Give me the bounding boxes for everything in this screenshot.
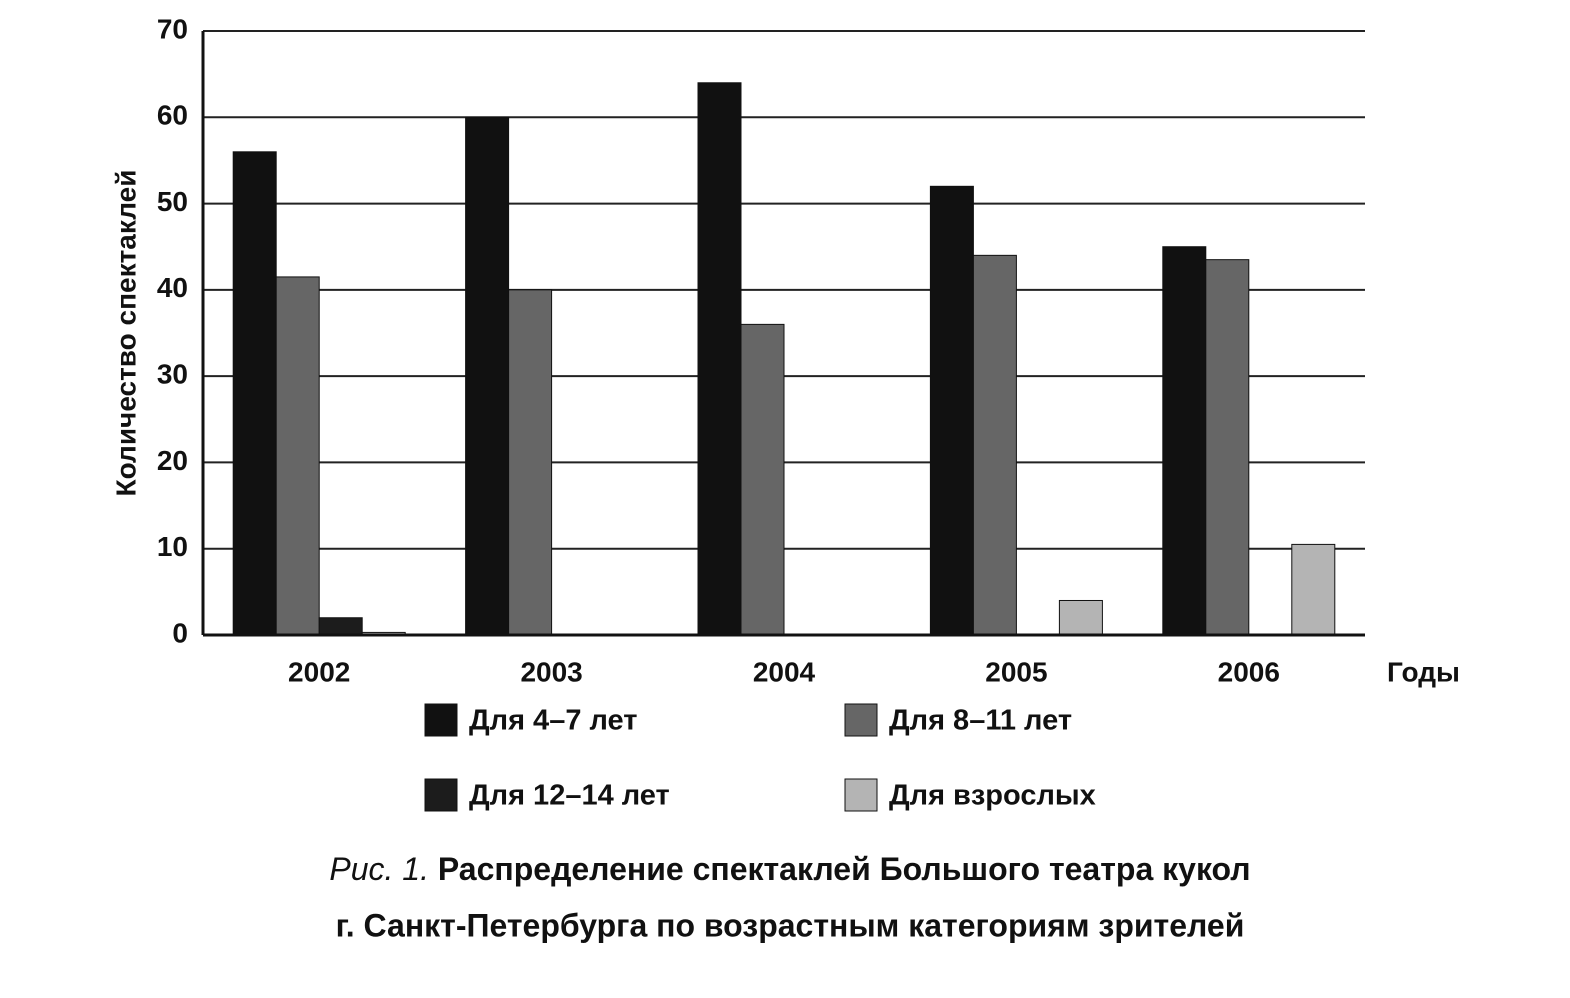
y-tick-label: 0 [172,617,188,648]
legend-swatch [424,778,458,812]
bar [1058,599,1103,636]
bar [697,82,742,636]
legend-label: Для 4–7 лет [469,705,638,737]
y-tick-label: 10 [157,531,188,562]
y-tick-label: 60 [157,100,188,131]
y-tick-label: 50 [157,186,188,217]
y-tick-label: 40 [157,272,188,303]
bar [465,116,510,636]
bar [275,276,320,636]
bar [929,185,974,636]
bar [508,289,553,636]
y-tick-label: 20 [157,445,188,476]
bar [318,617,363,636]
legend-label: Для взрослых [889,780,1096,812]
bar [740,323,785,636]
legend-label: Для 8–11 лет [889,705,1072,737]
x-tick-label: 2002 [288,656,350,687]
caption-line: Рис. 1. Распределение спектаклей Большог… [329,851,1250,887]
x-tick-label: 2003 [520,656,582,687]
x-tick-label: 2004 [753,656,816,687]
y-tick-label: 70 [157,13,188,44]
chart-title: г. Санкт-Петербурга по возрастным катего… [336,907,1245,943]
bar [232,151,277,636]
bar [1162,246,1207,636]
legend-label: Для 12–14 лет [469,780,670,812]
chart-title: Распределение спектаклей Большого театра… [438,851,1251,887]
bar [972,254,1017,636]
figure-label: Рис. 1. [329,851,429,887]
bar [1291,543,1336,636]
x-tick-label: 2005 [985,656,1047,687]
legend-swatch [844,778,878,812]
legend-swatch [424,703,458,737]
y-axis-label: Количество спектаклей [110,170,141,497]
bar [1205,259,1250,636]
legend-swatch [844,703,878,737]
x-axis-label: Годы [1387,656,1460,687]
y-tick-label: 30 [157,359,188,390]
x-tick-label: 2006 [1218,656,1280,687]
